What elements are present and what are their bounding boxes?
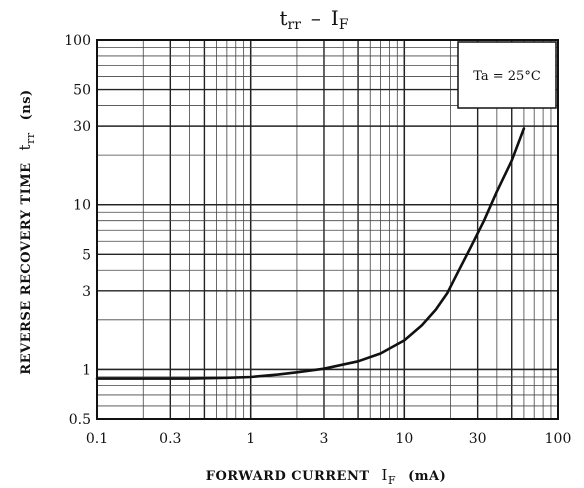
legend-text: Ta = 25°C [473, 69, 541, 84]
y-axis-unit: (ns) [19, 89, 34, 120]
x-tick-label: 3 [320, 431, 329, 447]
y-axis-text: REVERSE RECOVERY TIME [19, 162, 34, 374]
y-tick-label: 5 [82, 247, 91, 263]
x-tick-label: 0.3 [159, 431, 181, 447]
y-tick-label: 10 [73, 198, 91, 214]
curve-layer [95, 127, 526, 380]
y-tick-label: 0.5 [69, 412, 91, 428]
x-tick-labels: 0.1 0.3 1 3 10 30 100 [86, 431, 572, 447]
x-tick-label: 10 [395, 431, 413, 447]
x-tick-label: 1 [246, 431, 255, 447]
title-x-sub: F [339, 17, 349, 33]
x-tick-label: 30 [469, 431, 487, 447]
y-axis-title: REVERSE RECOVERY TIME trr (ns) [16, 89, 37, 374]
plot-frame [96, 39, 559, 420]
legend-box [457, 41, 557, 109]
x-tick-label: 100 [545, 431, 572, 447]
series-line-0 [95, 127, 526, 380]
x-axis-title: FORWARD CURRENT IF (mA) [206, 466, 447, 487]
y-tick-label: 100 [64, 33, 91, 49]
x-axis-symbol: I [382, 466, 388, 484]
x-axis-text: FORWARD CURRENT [206, 469, 370, 484]
y-tick-label: 3 [82, 284, 91, 300]
title-y-symbol: t [279, 6, 287, 30]
grid [96, 39, 559, 420]
x-tick-label: 0.1 [86, 431, 108, 447]
title-separator: – [311, 6, 321, 30]
y-tick-label: 50 [73, 83, 91, 99]
y-axis-sub: rr [24, 132, 37, 144]
title-y-sub: rr [288, 17, 302, 33]
title-x-symbol: I [331, 6, 339, 30]
x-axis-unit: (mA) [408, 469, 446, 484]
chart-title: trr – IF [279, 6, 348, 33]
y-tick-labels: 0.5 1 3 5 10 30 50 100 [64, 33, 91, 428]
y-tick-label: 1 [82, 362, 91, 378]
y-tick-label: 30 [73, 119, 91, 135]
x-axis-sub: F [388, 474, 396, 487]
condition-legend: Ta = 25°C [457, 41, 557, 109]
y-axis-symbol: t [16, 144, 34, 151]
